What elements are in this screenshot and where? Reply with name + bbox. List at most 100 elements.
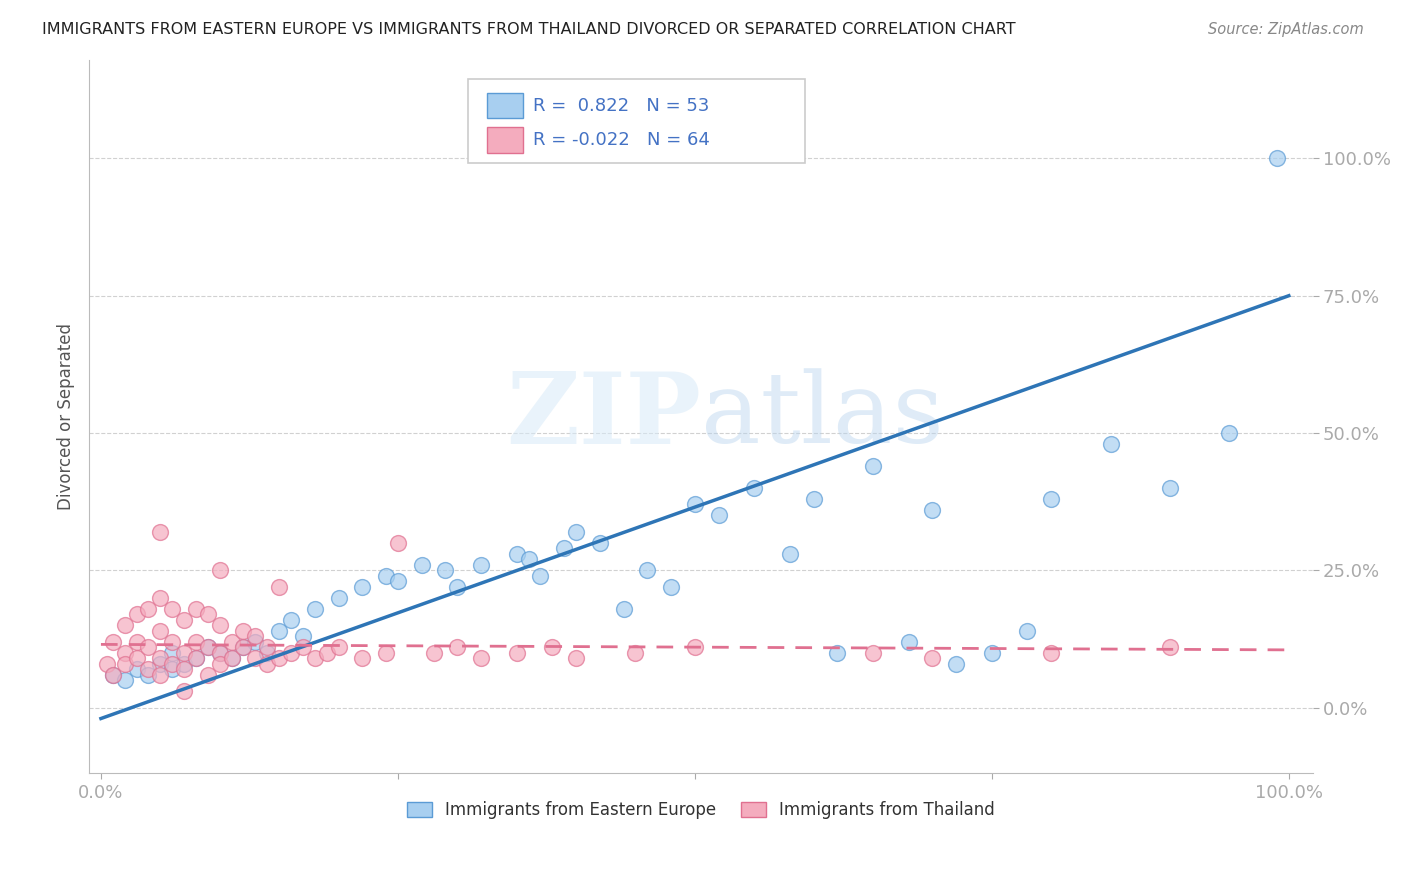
Point xyxy=(208,646,231,660)
Point xyxy=(434,563,457,577)
Point xyxy=(173,657,195,671)
Point xyxy=(208,563,231,577)
Text: ZIP: ZIP xyxy=(506,368,700,465)
Point xyxy=(1159,481,1181,495)
Point xyxy=(659,580,682,594)
Point xyxy=(232,624,254,638)
Point xyxy=(1099,437,1122,451)
Point xyxy=(173,613,195,627)
Point xyxy=(184,634,207,648)
Point xyxy=(245,651,267,665)
Point xyxy=(197,607,219,622)
Point xyxy=(1265,152,1288,166)
Point xyxy=(387,574,409,589)
Point xyxy=(827,646,849,660)
Point xyxy=(470,651,492,665)
Point xyxy=(221,651,243,665)
Point xyxy=(636,563,658,577)
Point xyxy=(352,651,374,665)
Point xyxy=(921,651,943,665)
Point xyxy=(1017,624,1039,638)
Point xyxy=(707,508,730,523)
Point xyxy=(208,657,231,671)
Point xyxy=(138,640,160,654)
Point xyxy=(149,651,172,665)
Point xyxy=(683,640,706,654)
Text: atlas: atlas xyxy=(700,368,943,465)
Point xyxy=(897,634,920,648)
Point xyxy=(613,601,636,615)
Point xyxy=(624,646,647,660)
Point xyxy=(352,580,374,594)
Point xyxy=(304,651,326,665)
Y-axis label: Divorced or Separated: Divorced or Separated xyxy=(58,323,75,510)
Point xyxy=(160,646,183,660)
Point xyxy=(862,458,884,473)
Point xyxy=(149,524,172,539)
Point xyxy=(945,657,967,671)
Point xyxy=(565,524,588,539)
Point xyxy=(173,662,195,676)
Point xyxy=(304,601,326,615)
Point xyxy=(328,591,350,605)
Point xyxy=(197,640,219,654)
Point xyxy=(921,503,943,517)
Point xyxy=(138,601,160,615)
Point xyxy=(114,646,136,660)
Point xyxy=(256,640,278,654)
Point xyxy=(553,541,575,556)
Point xyxy=(541,640,564,654)
Point xyxy=(101,634,124,648)
FancyBboxPatch shape xyxy=(486,93,523,119)
Point xyxy=(291,629,314,643)
Point xyxy=(101,667,124,681)
Legend: Immigrants from Eastern Europe, Immigrants from Thailand: Immigrants from Eastern Europe, Immigran… xyxy=(399,795,1001,826)
Point xyxy=(149,624,172,638)
Point xyxy=(114,618,136,632)
Point xyxy=(683,497,706,511)
Point xyxy=(742,481,765,495)
Point xyxy=(221,651,243,665)
Point xyxy=(149,657,172,671)
Point xyxy=(517,552,540,566)
Point xyxy=(269,624,291,638)
Point xyxy=(291,640,314,654)
Point xyxy=(232,640,254,654)
Point xyxy=(803,491,825,506)
Point xyxy=(138,667,160,681)
Text: R = -0.022   N = 64: R = -0.022 N = 64 xyxy=(533,131,710,149)
Point xyxy=(173,684,195,698)
Point xyxy=(184,601,207,615)
Point xyxy=(387,536,409,550)
Point xyxy=(160,657,183,671)
Point xyxy=(422,646,444,660)
Point xyxy=(269,651,291,665)
Point xyxy=(506,547,529,561)
Point xyxy=(125,651,148,665)
Point xyxy=(529,568,551,582)
Point xyxy=(375,646,398,660)
Point xyxy=(173,646,195,660)
Point xyxy=(114,657,136,671)
Point xyxy=(149,667,172,681)
Point xyxy=(779,547,801,561)
Point xyxy=(114,673,136,687)
Point xyxy=(160,634,183,648)
Point xyxy=(1159,640,1181,654)
Point xyxy=(315,646,337,660)
Point xyxy=(1040,646,1063,660)
Point xyxy=(125,662,148,676)
Point xyxy=(1040,491,1063,506)
Point xyxy=(565,651,588,665)
Point xyxy=(197,640,219,654)
FancyBboxPatch shape xyxy=(468,78,804,163)
Point xyxy=(149,591,172,605)
Point xyxy=(256,657,278,671)
Point xyxy=(184,651,207,665)
Text: Source: ZipAtlas.com: Source: ZipAtlas.com xyxy=(1208,22,1364,37)
FancyBboxPatch shape xyxy=(486,128,523,153)
Point xyxy=(221,634,243,648)
Point xyxy=(208,618,231,632)
Point xyxy=(125,634,148,648)
Point xyxy=(245,634,267,648)
